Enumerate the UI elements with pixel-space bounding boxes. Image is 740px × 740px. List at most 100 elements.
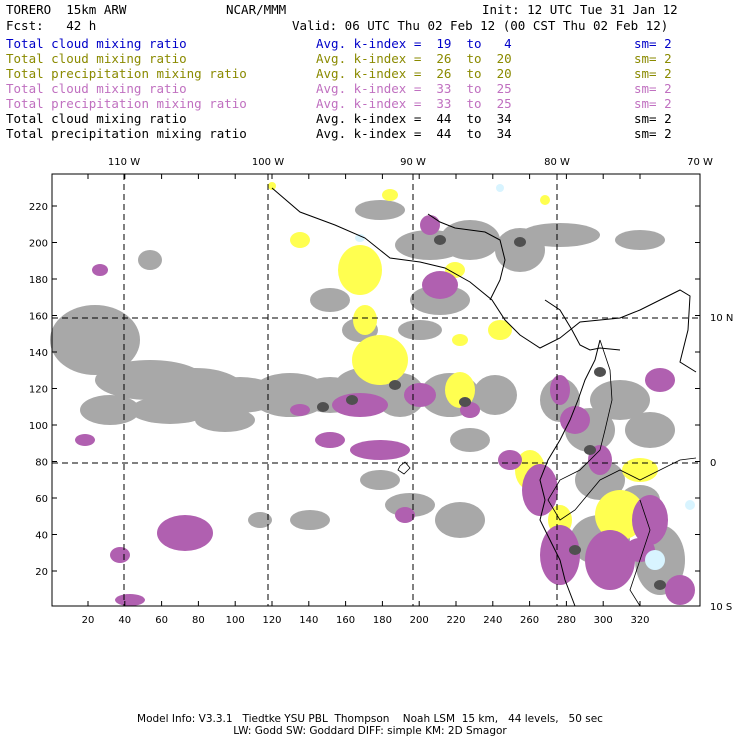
precip-area [550, 375, 570, 405]
precip-area [540, 525, 580, 585]
precip-area [75, 434, 95, 446]
legend-k: Avg. k-index = 44 to 34 [316, 111, 512, 126]
legend-k: Avg. k-index = 19 to 4 [316, 36, 512, 51]
precip-area [290, 404, 310, 416]
precip-area [115, 594, 145, 606]
cloud-area [450, 428, 490, 452]
cloud-area [398, 320, 442, 340]
cloud-area [625, 412, 675, 448]
precip-area [382, 189, 398, 201]
convection-core [584, 445, 596, 455]
precip-area [315, 432, 345, 448]
latitude-label: 10 N [710, 313, 733, 324]
x-tick-label: 300 [594, 615, 613, 626]
coastline [271, 187, 697, 373]
y-tick-label: 80 [35, 458, 48, 469]
longitude-label: 90 W [400, 157, 426, 168]
latitude-label: 0 [710, 458, 716, 469]
cloud-area [80, 395, 140, 425]
precip-area [632, 495, 668, 545]
x-tick-label: 180 [373, 615, 392, 626]
y-tick-label: 160 [29, 312, 48, 323]
convection-core [514, 237, 526, 247]
precip-area [422, 271, 458, 299]
convection-core [594, 367, 606, 377]
cloud-area [590, 380, 650, 420]
coastline [539, 339, 601, 607]
physics-info: LW: Godd SW: Goddard DIFF: simple KM: 2D… [233, 725, 507, 737]
x-tick-label: 220 [446, 615, 465, 626]
model-info: Model Info: V3.3.1 Tiedtke YSU PBL Thomp… [137, 713, 603, 725]
cloud-area [195, 408, 255, 432]
legend-sm: sm= 2 [634, 81, 672, 96]
x-tick-label: 40 [118, 615, 131, 626]
map-frame [51, 173, 701, 607]
precip-area [350, 440, 410, 460]
legend-sm: sm= 2 [634, 36, 672, 51]
legend-sm: sm= 2 [634, 126, 672, 141]
legend-k: Avg. k-index = 44 to 34 [316, 126, 512, 141]
precip-area [92, 264, 108, 276]
ice-area [496, 184, 504, 192]
convection-core [434, 235, 446, 245]
latitude-label: 10 S [710, 602, 732, 613]
precip-area [268, 182, 276, 190]
ice-area [355, 234, 365, 242]
legend-k: Avg. k-index = 26 to 20 [316, 51, 512, 66]
cloud-area [130, 396, 210, 424]
precip-area [452, 334, 468, 346]
model-name: TORERO 15km ARW [6, 2, 127, 17]
cloud-area [520, 223, 600, 247]
legend-sm: sm= 2 [634, 51, 672, 66]
longitude-label: 110 W [108, 157, 140, 168]
y-tick-label: 60 [35, 494, 48, 505]
legend-sm: sm= 2 [634, 66, 672, 81]
ice-area [645, 550, 665, 570]
x-tick-label: 320 [630, 615, 649, 626]
x-tick-label: 160 [336, 615, 355, 626]
cloud-area [138, 250, 162, 270]
x-tick-label: 280 [557, 615, 576, 626]
legend-k: Avg. k-index = 33 to 25 [316, 96, 512, 111]
cloud-area [50, 305, 140, 375]
legend-field: Total precipitation mixing ratio [6, 126, 247, 141]
precip-area [522, 464, 558, 516]
precip-area [560, 406, 590, 434]
x-tick-label: 200 [410, 615, 429, 626]
legend-field: Total cloud mixing ratio [6, 36, 187, 51]
border [547, 339, 697, 521]
coastline [427, 213, 506, 301]
convection-core [654, 580, 666, 590]
y-tick-label: 40 [35, 531, 48, 542]
precip-area [420, 215, 440, 235]
legend-sm: sm= 2 [634, 96, 672, 111]
precip-area [404, 383, 436, 407]
legend-k: Avg. k-index = 33 to 25 [316, 81, 512, 96]
x-tick-label: 140 [299, 615, 318, 626]
y-tick-label: 120 [29, 385, 48, 396]
x-tick-label: 260 [520, 615, 539, 626]
precip-area [622, 458, 658, 482]
legend-k: Avg. k-index = 26 to 20 [316, 66, 512, 81]
convection-core [569, 545, 581, 555]
longitude-label: 70 W [687, 157, 713, 168]
longitude-label: 100 W [252, 157, 284, 168]
y-tick-label: 100 [29, 421, 48, 432]
precip-area [110, 547, 130, 563]
convection-core [389, 380, 401, 390]
precip-area [488, 320, 512, 340]
x-tick-label: 100 [226, 615, 245, 626]
y-tick-label: 20 [35, 567, 48, 578]
x-tick-label: 80 [192, 615, 205, 626]
x-tick-label: 60 [155, 615, 168, 626]
x-tick-label: 120 [262, 615, 281, 626]
precip-area [540, 195, 550, 205]
y-tick-label: 200 [29, 239, 48, 250]
coastline [544, 299, 621, 351]
precip-area [290, 232, 310, 248]
precip-area [395, 507, 415, 523]
legend-sm: sm= 2 [634, 111, 672, 126]
init-time: Init: 12 UTC Tue 31 Jan 12 [482, 2, 678, 17]
cloud-area [473, 375, 517, 415]
convection-core [317, 402, 329, 412]
